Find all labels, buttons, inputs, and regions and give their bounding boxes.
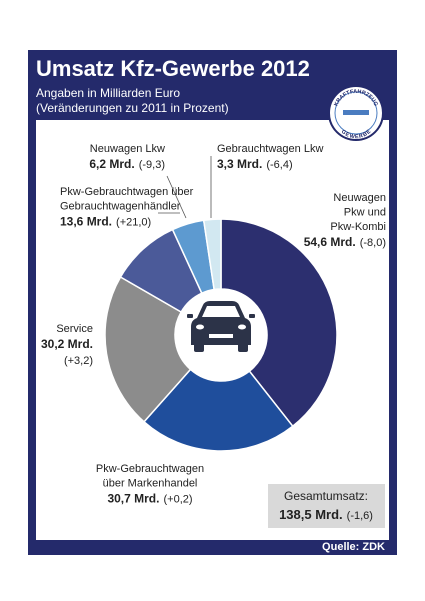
car-icon [187,301,255,352]
donut-segment [202,218,222,291]
category-label: Pkw-Gebrauchtwagen [96,463,204,475]
donut-segment [104,275,192,423]
leader-lines [158,156,212,219]
category-label: über Markenhandel [103,478,198,490]
total-value: 138,5 Mrd. (-1,6) [279,507,373,522]
value-label: 13,6 Mrd. [60,215,112,229]
change-label: (-6,4) [266,159,292,171]
subtitle: Angaben in Milliarden Euro [36,86,180,100]
total-label: Gesamtumsatz: [284,489,368,503]
total-box [268,484,385,528]
change-label: (+21,0) [116,217,151,229]
total-value: 138,5 Mrd. [279,507,343,522]
category-label: Neuwagen [333,192,386,204]
change-label: (+3,2) [64,355,93,367]
donut [104,218,338,452]
value-label: 3,3 Mrd. [217,157,262,171]
chart-title: Umsatz Kfz-Gewerbe 2012 [36,56,310,81]
category-label: Pkw und [344,207,386,219]
value-label: 6,2 Mrd. [89,157,134,171]
total-change: (-1,6) [347,510,373,522]
segment-label: Pkw-Gebrauchtwagen über Gebrauchtwagenhän… [60,186,194,229]
value-label: 30,2 Mrd. [41,337,93,351]
segment-label: Service 30,2 Mrd. (+3,2) [41,323,93,367]
segment-label: Neuwagen Lkw 6,2 Mrd. (-9,3) [89,143,165,171]
value-label: 30,7 Mrd. [107,492,159,506]
source: Quelle: ZDK [322,541,385,553]
donut-segment [220,218,338,428]
logo: KRAFTFAHRZEUG GEWERBE [328,85,384,141]
value-label: 54,6 Mrd. [304,235,356,249]
category-label: Pkw-Gebrauchtwagen über [60,186,194,198]
subtitle: (Veränderungen zu 2011 in Prozent) [36,101,229,115]
change-label: (-8,0) [360,237,386,249]
category-label: Neuwagen Lkw [90,143,165,155]
labels: Neuwagen Pkw und Pkw-Kombi 54,6 Mrd. (-8,0) P… [41,143,386,506]
change-label: (-9,3) [139,159,165,171]
logo-text: GEWERBE [340,129,373,141]
category-label: Pkw-Kombi [330,221,386,233]
category-label: Gebrauchtwagenhändler [60,201,181,213]
category-label: Gebrauchtwagen Lkw [217,143,323,155]
logo-text: GEWERBE [340,129,373,141]
segment-label: Pkw-Gebrauchtwagen über Markenhandel 30,7 … [96,463,204,506]
category-label: Service [56,323,93,335]
change-label: (+0,2) [163,494,192,506]
segment-label: Neuwagen Pkw und Pkw-Kombi 54,6 Mrd. (-8,0) [304,192,386,249]
segment-label: Gebrauchtwagen Lkw 3,3 Mrd. (-6,4) [217,143,323,171]
donut-segment [142,368,294,452]
